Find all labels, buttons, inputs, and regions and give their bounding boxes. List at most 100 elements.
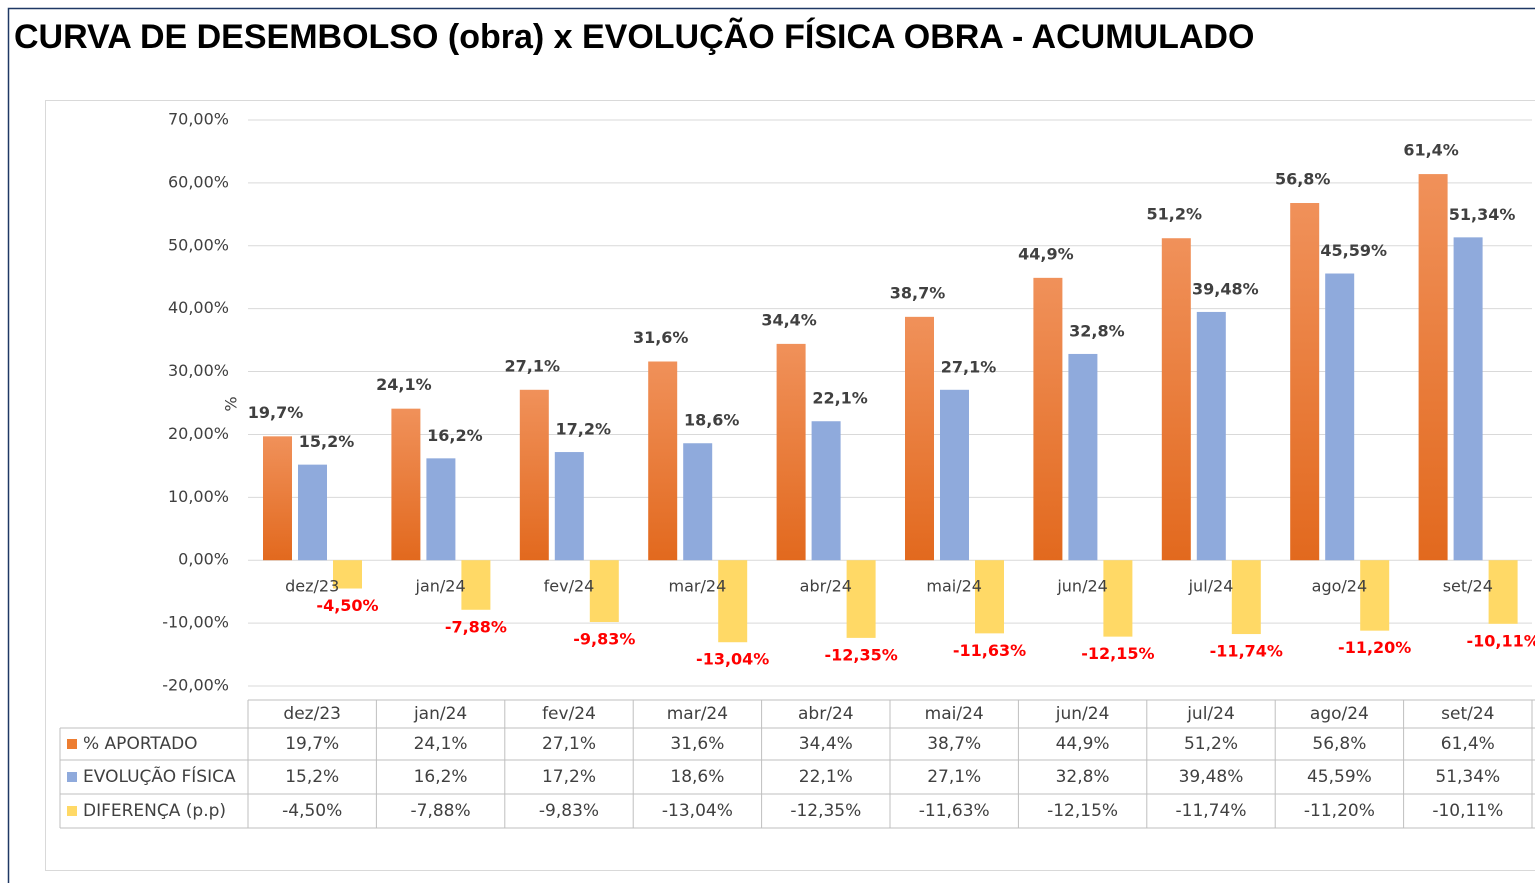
table-cell: 24,1% bbox=[414, 734, 468, 754]
data-label: -4,50% bbox=[316, 596, 378, 615]
data-label: 22,1% bbox=[812, 389, 868, 408]
y-tick-label: 0,00% bbox=[178, 550, 229, 569]
table-cell: -12,15% bbox=[1047, 801, 1118, 821]
table-header: jun/24 bbox=[1055, 704, 1110, 724]
bar bbox=[1231, 560, 1261, 635]
table-header: dez/23 bbox=[283, 704, 341, 724]
data-label: 24,1% bbox=[376, 375, 432, 394]
data-label: -9,83% bbox=[573, 630, 635, 649]
table-cell: 56,8% bbox=[1312, 734, 1366, 754]
table-cell: 19,7% bbox=[285, 734, 339, 754]
x-tick-label: jan/24 bbox=[415, 577, 466, 596]
table-cell: 32,8% bbox=[1056, 767, 1110, 787]
y-tick-label: 50,00% bbox=[168, 235, 229, 254]
data-label: 56,8% bbox=[1275, 170, 1331, 189]
data-label: 61,4% bbox=[1403, 141, 1459, 160]
bar bbox=[648, 361, 678, 561]
data-label: 18,6% bbox=[684, 411, 740, 430]
data-label: 17,2% bbox=[556, 420, 612, 439]
bar bbox=[776, 343, 806, 561]
bar bbox=[554, 452, 584, 561]
table-cell: -10,11% bbox=[1432, 801, 1503, 821]
table-cell: -7,88% bbox=[411, 801, 471, 821]
table-cell: 17,2% bbox=[542, 767, 596, 787]
legend-label: EVOLUÇÃO FÍSICA bbox=[83, 765, 236, 787]
legend-label: % APORTADO bbox=[83, 734, 198, 754]
bar bbox=[683, 443, 713, 561]
table-cell: -4,50% bbox=[282, 801, 342, 821]
bar bbox=[975, 560, 1004, 634]
data-label: -12,35% bbox=[824, 645, 897, 664]
bar bbox=[1068, 353, 1098, 561]
data-label: 45,59% bbox=[1320, 241, 1387, 260]
bar bbox=[426, 458, 456, 561]
table-header: mai/24 bbox=[925, 704, 984, 724]
x-tick-label: abr/24 bbox=[800, 577, 852, 596]
legend-label: DIFERENÇA (p.p) bbox=[83, 801, 226, 821]
bar bbox=[1161, 238, 1191, 561]
bar bbox=[1418, 174, 1448, 561]
bar bbox=[718, 560, 748, 643]
bar bbox=[519, 389, 549, 561]
y-tick-label: 10,00% bbox=[168, 487, 229, 506]
table-header: fev/24 bbox=[542, 704, 596, 724]
table-cell: 34,4% bbox=[799, 734, 853, 754]
data-label: -12,15% bbox=[1081, 644, 1154, 663]
bar bbox=[1453, 237, 1483, 561]
bar bbox=[298, 464, 327, 561]
table-cell: 27,1% bbox=[542, 734, 596, 754]
table-cell: -11,74% bbox=[1176, 801, 1247, 821]
x-tick-label: set/24 bbox=[1443, 577, 1493, 596]
chart-area bbox=[45, 100, 1535, 871]
table-cell: -12,35% bbox=[790, 801, 861, 821]
x-tick-label: jun/24 bbox=[1056, 577, 1107, 596]
data-label: 39,48% bbox=[1192, 279, 1259, 298]
table-header: abr/24 bbox=[798, 704, 854, 724]
bar bbox=[1325, 273, 1355, 561]
data-label: 44,9% bbox=[1018, 244, 1074, 263]
table-cell: 39,48% bbox=[1179, 767, 1244, 787]
table-cell: 38,7% bbox=[927, 734, 981, 754]
table-cell: -11,63% bbox=[919, 801, 990, 821]
chart-title: CURVA DE DESEMBOLSO (obra) x EVOLUÇÃO FÍ… bbox=[14, 18, 1254, 56]
table-cell: 22,1% bbox=[799, 767, 853, 787]
data-label: -7,88% bbox=[445, 617, 507, 636]
legend-swatch bbox=[67, 806, 77, 816]
table-header: jan/24 bbox=[413, 704, 467, 724]
bar bbox=[589, 560, 619, 623]
data-label: 19,7% bbox=[248, 403, 304, 422]
bar bbox=[1290, 203, 1320, 561]
table-cell: 18,6% bbox=[670, 767, 724, 787]
data-label: 34,4% bbox=[761, 310, 817, 329]
data-label: 51,34% bbox=[1449, 205, 1516, 224]
frame bbox=[7, 7, 1535, 883]
bar bbox=[391, 408, 421, 561]
data-label: 15,2% bbox=[299, 432, 355, 451]
bar bbox=[1103, 560, 1133, 637]
x-tick-label: ago/24 bbox=[1312, 577, 1368, 596]
data-label: 51,2% bbox=[1147, 205, 1203, 224]
table-cell: -9,83% bbox=[539, 801, 599, 821]
x-tick-label: mar/24 bbox=[669, 577, 727, 596]
table-cell: 27,1% bbox=[927, 767, 981, 787]
bar bbox=[940, 389, 969, 561]
table-header: ago/24 bbox=[1310, 704, 1369, 724]
table-cell: 51,34% bbox=[1435, 767, 1500, 787]
x-tick-label: jul/24 bbox=[1188, 577, 1234, 596]
x-tick-label: dez/23 bbox=[285, 577, 339, 596]
data-label: 31,6% bbox=[633, 328, 689, 347]
bar bbox=[905, 316, 934, 561]
bar bbox=[811, 421, 841, 561]
table-header: jul/24 bbox=[1186, 704, 1235, 724]
data-label: -13,04% bbox=[696, 650, 769, 669]
bar bbox=[1488, 560, 1518, 624]
bar bbox=[1360, 560, 1390, 631]
table-cell: 45,59% bbox=[1307, 767, 1372, 787]
data-label: -11,20% bbox=[1338, 638, 1411, 657]
bar bbox=[333, 560, 362, 589]
bar bbox=[1196, 311, 1226, 561]
y-axis-label: % bbox=[222, 396, 241, 411]
y-tick-label: -20,00% bbox=[162, 676, 229, 695]
table-cell: 51,2% bbox=[1184, 734, 1238, 754]
